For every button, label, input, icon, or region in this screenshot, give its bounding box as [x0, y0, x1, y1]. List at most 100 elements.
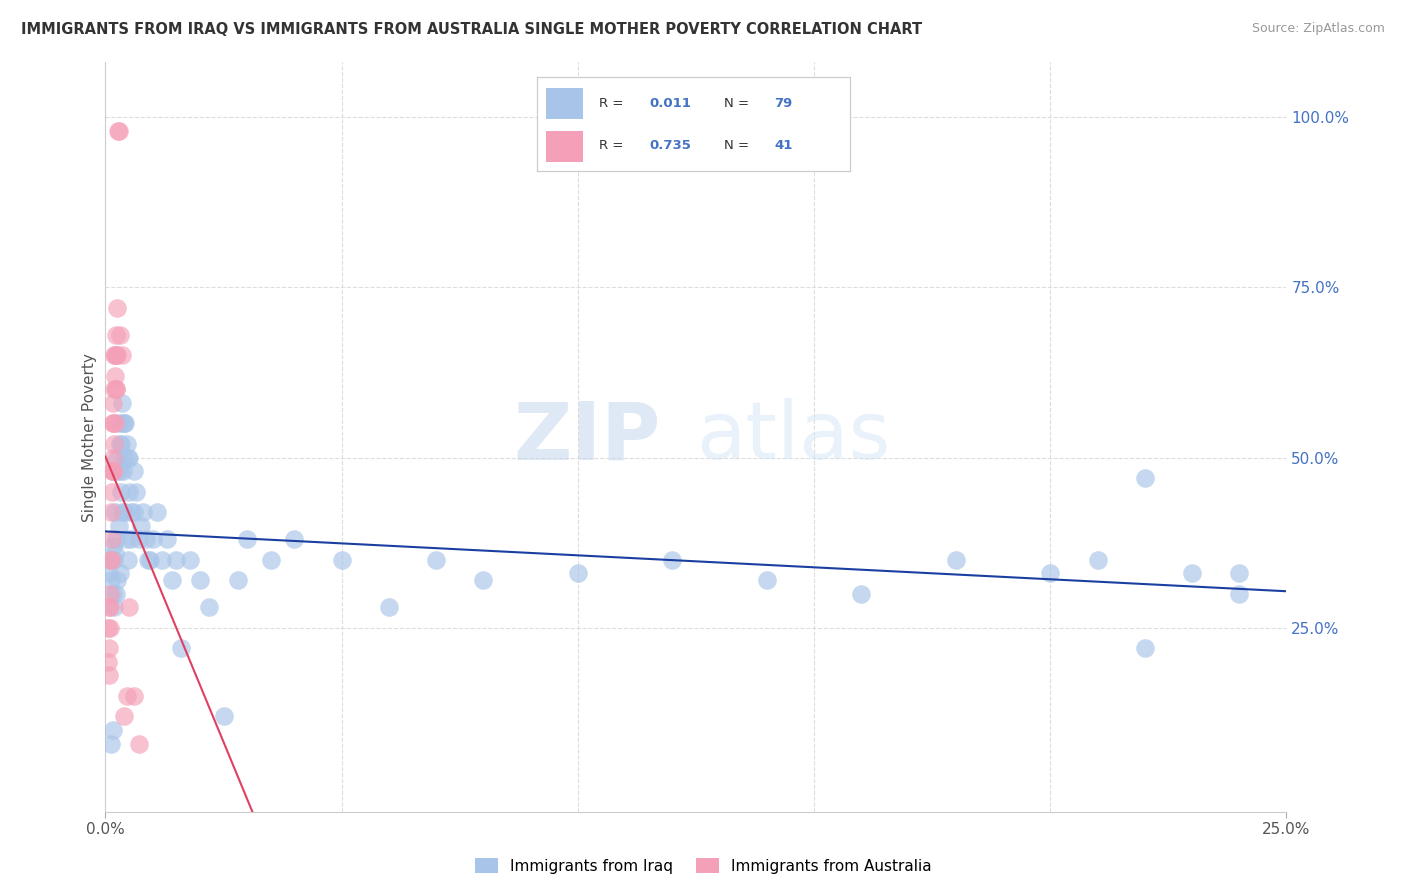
Point [260, 552, 283, 566]
Point [107, 518, 129, 533]
Point [100, 505, 122, 519]
Point [103, 552, 125, 566]
Point [156, 533, 179, 547]
Text: Source: ZipAtlas.com: Source: ZipAtlas.com [1251, 22, 1385, 36]
Point [1087, 552, 1109, 566]
Point [112, 417, 135, 431]
Point [142, 533, 165, 547]
Point [103, 348, 125, 362]
Point [112, 417, 135, 431]
Point [104, 546, 127, 560]
Point [100, 552, 122, 566]
Point [111, 348, 134, 362]
Point [103, 437, 125, 451]
Point [100, 552, 122, 566]
Point [105, 383, 128, 397]
Point [122, 464, 145, 478]
Point [97, 655, 120, 669]
Point [114, 417, 136, 431]
Point [104, 587, 127, 601]
Point [104, 505, 127, 519]
Point [378, 600, 401, 615]
Point [132, 505, 155, 519]
Point [104, 417, 127, 431]
Point [103, 464, 125, 478]
Point [425, 552, 447, 566]
Point [188, 573, 211, 587]
Y-axis label: Single Mother Poverty: Single Mother Poverty [82, 352, 97, 522]
Point [105, 301, 128, 315]
Point [108, 464, 131, 478]
Point [117, 450, 139, 465]
Point [100, 737, 122, 751]
Point [103, 396, 125, 410]
Point [330, 552, 353, 566]
Point [104, 383, 127, 397]
Point [114, 505, 136, 519]
Text: ZIP: ZIP [513, 398, 661, 476]
Point [135, 533, 157, 547]
Point [98, 552, 121, 566]
Point [103, 600, 125, 615]
Point [97, 621, 120, 635]
Point [212, 709, 235, 723]
Point [108, 566, 131, 581]
Point [110, 437, 132, 451]
Point [226, 573, 249, 587]
Point [105, 450, 128, 465]
Point [101, 450, 124, 465]
Point [146, 505, 169, 519]
Point [101, 464, 124, 478]
Point [100, 573, 122, 587]
Point [236, 533, 259, 547]
Point [97, 668, 120, 682]
Point [107, 123, 129, 137]
Point [198, 600, 221, 615]
Point [945, 552, 967, 566]
Point [107, 123, 129, 137]
Point [150, 552, 173, 566]
Point [101, 417, 124, 431]
Point [100, 484, 122, 499]
Point [118, 484, 141, 499]
Point [103, 383, 125, 397]
Point [104, 348, 127, 362]
Point [120, 533, 142, 547]
Legend: Immigrants from Iraq, Immigrants from Australia: Immigrants from Iraq, Immigrants from Au… [468, 852, 938, 880]
Text: atlas: atlas [696, 398, 890, 476]
Point [129, 518, 152, 533]
Point [98, 587, 121, 601]
Point [112, 709, 135, 723]
Point [112, 464, 135, 478]
Point [115, 533, 138, 547]
Point [98, 641, 121, 656]
Point [118, 450, 141, 465]
Point [170, 641, 193, 656]
Point [1133, 471, 1156, 485]
Point [118, 600, 141, 615]
Point [112, 450, 135, 465]
Point [105, 327, 128, 342]
Point [1133, 641, 1156, 656]
Point [1039, 566, 1062, 581]
Point [165, 552, 187, 566]
Point [115, 437, 138, 451]
Point [117, 552, 139, 566]
Point [101, 539, 124, 553]
Point [101, 464, 124, 478]
Point [98, 600, 121, 615]
Point [120, 505, 142, 519]
Point [108, 327, 131, 342]
Point [98, 566, 121, 581]
Point [139, 552, 162, 566]
Point [125, 484, 148, 499]
Point [101, 417, 124, 431]
Point [179, 552, 201, 566]
Point [1227, 587, 1250, 601]
Point [98, 621, 121, 635]
Point [107, 417, 129, 431]
Point [283, 533, 305, 547]
Point [755, 573, 778, 587]
Point [128, 737, 150, 751]
Point [101, 587, 124, 601]
